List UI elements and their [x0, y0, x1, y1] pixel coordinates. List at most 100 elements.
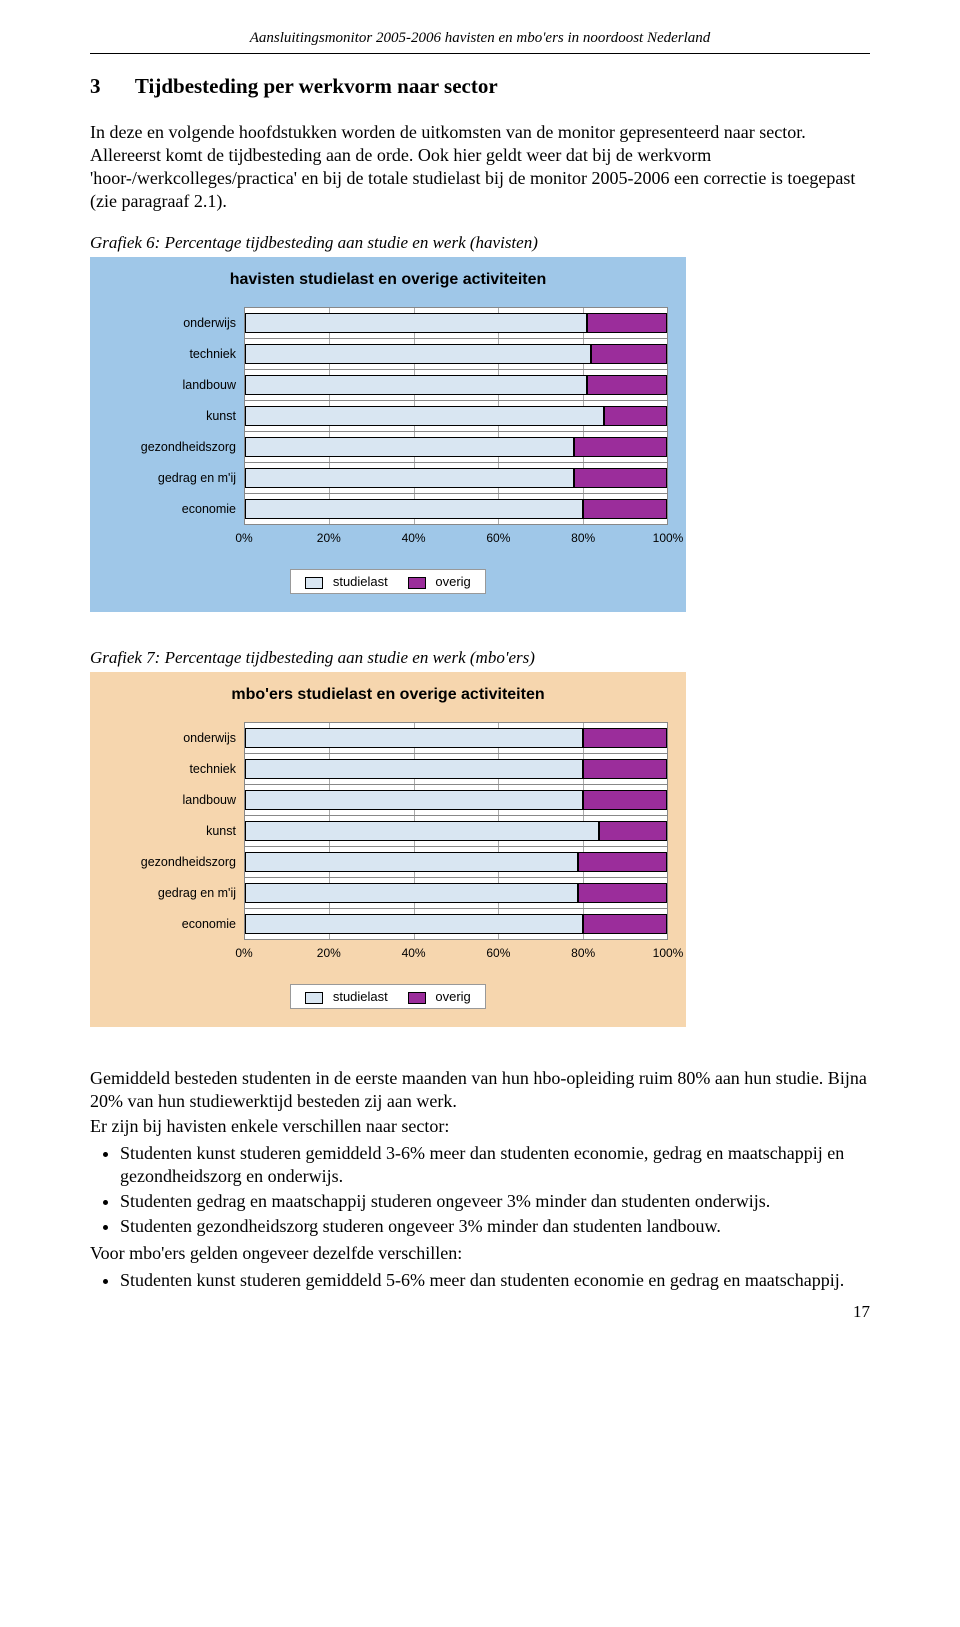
category-label: landbouw	[108, 378, 244, 392]
plot-area	[244, 846, 668, 877]
bar-segment-studielast	[245, 914, 583, 934]
chart-row: techniek	[108, 338, 668, 369]
bar-segment-overig	[583, 790, 667, 810]
bar-segment-overig	[583, 759, 667, 779]
legend-item-overig: overig	[408, 989, 471, 1004]
chart-row: onderwijs	[108, 307, 668, 338]
chart-row: economie	[108, 493, 668, 525]
bar-stack	[245, 406, 667, 426]
bullet-list-1: Studenten kunst studeren gemiddeld 3-6% …	[120, 1142, 870, 1238]
plot-area	[244, 815, 668, 846]
bar-stack	[245, 344, 667, 364]
bar-stack	[245, 883, 667, 903]
page-number: 17	[90, 1302, 870, 1322]
bar-stack	[245, 437, 667, 457]
chart-row: landbouw	[108, 369, 668, 400]
axis-tick: 60%	[486, 946, 510, 960]
bar-segment-overig	[587, 313, 667, 333]
bar-segment-studielast	[245, 759, 583, 779]
bullet-item: Studenten kunst studeren gemiddeld 3-6% …	[120, 1142, 870, 1188]
chart7-title: mbo'ers studielast en overige activiteit…	[108, 686, 668, 704]
chart7-caption: Grafiek 7: Percentage tijdbesteding aan …	[90, 648, 870, 668]
axis-tick: 0%	[235, 531, 252, 545]
bar-segment-studielast	[245, 313, 587, 333]
bar-segment-overig	[583, 914, 667, 934]
conclusion-p3: Voor mbo'ers gelden ongeveer dezelfde ve…	[90, 1242, 870, 1265]
axis-tick: 20%	[317, 531, 341, 545]
section-number: 3	[90, 74, 130, 99]
chart6: havisten studielast en overige activitei…	[90, 257, 686, 612]
category-label: gezondheidszorg	[108, 440, 244, 454]
plot-area	[244, 908, 668, 940]
axis-tick: 20%	[317, 946, 341, 960]
bar-segment-overig	[578, 883, 667, 903]
chart6-title: havisten studielast en overige activitei…	[108, 271, 668, 289]
axis-tick: 0%	[235, 946, 252, 960]
bar-stack	[245, 759, 667, 779]
chart7-axis: 0%20%40%60%80%100%	[108, 940, 668, 966]
bar-stack	[245, 914, 667, 934]
chart-row: kunst	[108, 815, 668, 846]
bar-segment-overig	[574, 437, 667, 457]
category-label: kunst	[108, 824, 244, 838]
legend-label-overig: overig	[435, 574, 470, 589]
category-label: kunst	[108, 409, 244, 423]
plot-area	[244, 307, 668, 338]
plot-area	[244, 877, 668, 908]
legend-item-studielast: studielast	[305, 574, 388, 589]
header-rule	[90, 53, 870, 54]
bar-stack	[245, 852, 667, 872]
bullet-list-2: Studenten kunst studeren gemiddeld 5-6% …	[120, 1269, 870, 1292]
plot-area	[244, 462, 668, 493]
chart6-legend: studielast overig	[290, 569, 486, 594]
swatch-studielast	[305, 577, 323, 589]
axis-tick: 40%	[402, 946, 426, 960]
bar-segment-studielast	[245, 468, 574, 488]
axis-tick: 80%	[571, 531, 595, 545]
axis-tick: 40%	[402, 531, 426, 545]
swatch-overig	[408, 577, 426, 589]
bar-segment-overig	[587, 375, 667, 395]
bar-segment-studielast	[245, 728, 583, 748]
legend-item-studielast: studielast	[305, 989, 388, 1004]
chart-row: gezondheidszorg	[108, 431, 668, 462]
plot-area	[244, 400, 668, 431]
chart-row: gezondheidszorg	[108, 846, 668, 877]
category-label: gedrag en m'ij	[108, 471, 244, 485]
chart-row: landbouw	[108, 784, 668, 815]
legend-label-overig: overig	[435, 989, 470, 1004]
category-label: landbouw	[108, 793, 244, 807]
section-title: Tijdbesteding per werkvorm naar sector	[135, 74, 498, 98]
chart-row: kunst	[108, 400, 668, 431]
swatch-overig	[408, 992, 426, 1004]
chart6-caption: Grafiek 6: Percentage tijdbesteding aan …	[90, 233, 870, 253]
chart6-axis: 0%20%40%60%80%100%	[108, 525, 668, 551]
category-label: techniek	[108, 762, 244, 776]
chart-row: techniek	[108, 753, 668, 784]
bar-stack	[245, 375, 667, 395]
bar-stack	[245, 499, 667, 519]
bar-segment-overig	[604, 406, 667, 426]
axis-tick: 100%	[653, 946, 684, 960]
bar-segment-overig	[578, 852, 667, 872]
bar-segment-overig	[591, 344, 667, 364]
chart7: mbo'ers studielast en overige activiteit…	[90, 672, 686, 1027]
category-label: onderwijs	[108, 731, 244, 745]
bar-stack	[245, 790, 667, 810]
swatch-studielast	[305, 992, 323, 1004]
plot-area	[244, 722, 668, 753]
page: Aansluitingsmonitor 2005-2006 havisten e…	[0, 0, 960, 1352]
bar-segment-overig	[583, 728, 667, 748]
bar-segment-overig	[583, 499, 667, 519]
axis-tick: 100%	[653, 531, 684, 545]
plot-area	[244, 369, 668, 400]
plot-area	[244, 338, 668, 369]
bar-segment-studielast	[245, 821, 599, 841]
bar-segment-overig	[574, 468, 667, 488]
category-label: economie	[108, 502, 244, 516]
bar-segment-studielast	[245, 375, 587, 395]
bullet-item: Studenten gedrag en maatschappij studere…	[120, 1190, 870, 1213]
bar-stack	[245, 468, 667, 488]
plot-area	[244, 784, 668, 815]
chart6-rows: onderwijstechniek landbouw kunst gezondheid…	[108, 307, 668, 525]
